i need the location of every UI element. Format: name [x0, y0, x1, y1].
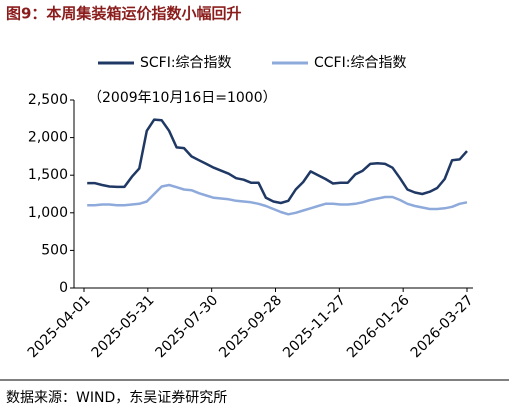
- y-tick-label: 1,500: [28, 167, 68, 183]
- y-tick-label: 0: [59, 280, 68, 296]
- chart-title: 图9：本周集装箱运价指数小幅回升: [6, 5, 241, 23]
- x-tick-label: 2025-07-30: [152, 292, 221, 361]
- x-tick-label: 2026-01-26: [344, 292, 413, 361]
- x-tick-label: 2025-04-01: [25, 292, 94, 361]
- x-tick-label: 2025-05-31: [89, 292, 158, 361]
- series-line: [87, 183, 468, 216]
- y-tick-label: 2,000: [28, 130, 68, 146]
- y-tick-label: 1,000: [28, 205, 68, 221]
- x-tick-label: 2025-11-27: [280, 292, 349, 361]
- source: 数据来源：WIND，东吴证券研究所: [6, 390, 227, 406]
- series-line: [87, 118, 468, 205]
- x-tick-label: 2025-09-28: [216, 292, 285, 361]
- legend-label: SCFI:综合指数: [140, 55, 232, 71]
- x-tick-label: 2026-03-27: [408, 292, 477, 361]
- y-tick-label: 2,500: [28, 92, 68, 108]
- legend-label: CCFI:综合指数: [314, 55, 406, 71]
- annotation: （2009年10月16日=1000）: [88, 90, 277, 106]
- y-tick-label: 500: [41, 242, 68, 258]
